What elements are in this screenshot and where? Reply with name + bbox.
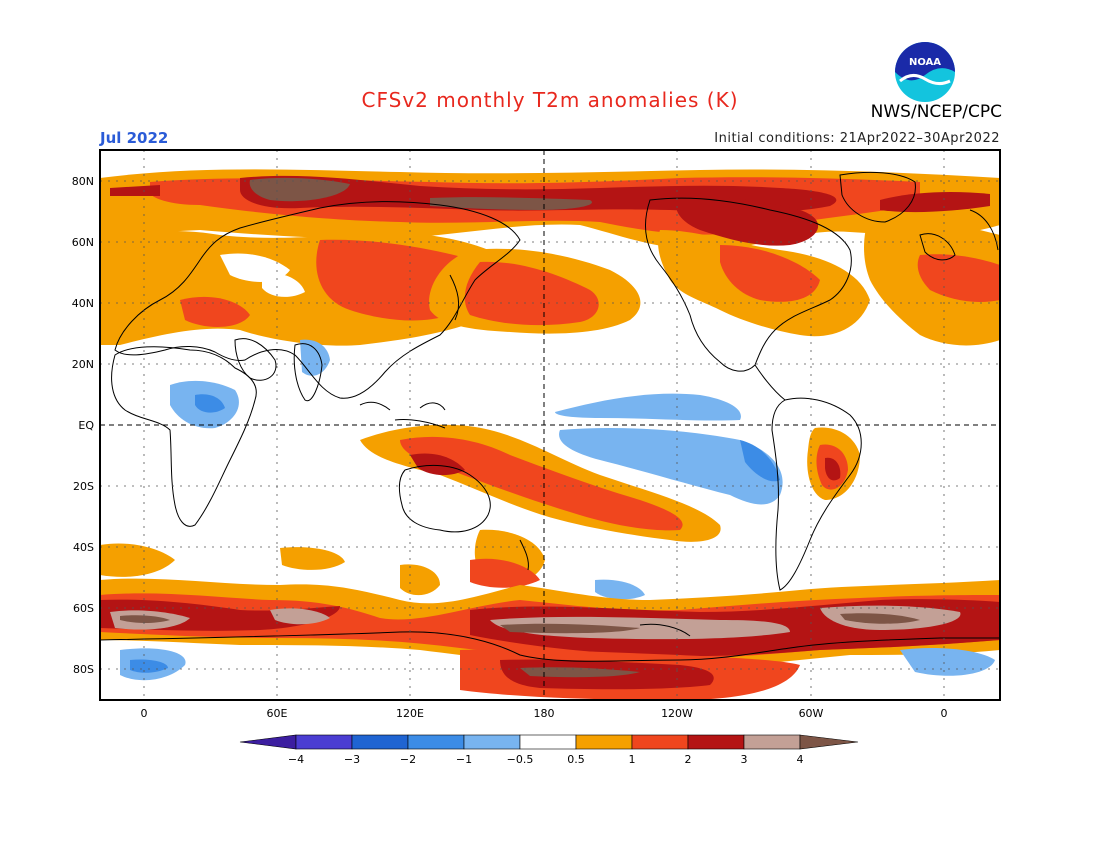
map-frame — [99, 149, 1001, 701]
colorbar-label: 4 — [797, 753, 804, 766]
lon-label: 60W — [799, 707, 824, 720]
colorbar-swatch — [351, 734, 409, 750]
colorbar-labels: −4 −3 −2 −1 −0.5 0.5 1 2 3 4 — [288, 753, 804, 766]
lon-label: 60E — [267, 707, 288, 720]
equator-dateline — [100, 150, 1000, 700]
latitude-axis: 80N 60N 40N 20N EQ 20S 40S 60S 80S — [72, 175, 95, 676]
lon-label: 0 — [941, 707, 948, 720]
lat-label: 40N — [72, 297, 94, 310]
lon-label: 120W — [661, 707, 693, 720]
colorbar-label: 1 — [629, 753, 636, 766]
logo-text: NOAA — [909, 57, 941, 68]
colorbar-swatch — [407, 734, 465, 750]
colorbar — [239, 734, 859, 750]
chart-title: CFSv2 monthly T2m anomalies (K) — [361, 88, 739, 112]
colorbar-label: 0.5 — [567, 753, 585, 766]
lon-label: 0 — [141, 707, 148, 720]
grid-lines — [100, 150, 1000, 700]
organization-label: NWS/NCEP/CPC — [870, 102, 1002, 122]
colorbar-label: 3 — [741, 753, 748, 766]
valid-month-label: Jul 2022 — [100, 129, 169, 147]
colorbar-arrow-left — [239, 734, 297, 750]
colorbar-swatch — [687, 734, 745, 750]
colorbar-swatch — [631, 734, 689, 750]
lon-label: 180 — [534, 707, 555, 720]
initial-conditions-label: Initial conditions: 21Apr2022–30Apr2022 — [714, 131, 1000, 146]
lat-label: 20S — [73, 480, 94, 493]
colorbar-swatch — [575, 734, 633, 750]
colorbar-swatch — [519, 734, 577, 750]
lat-label: EQ — [78, 419, 94, 432]
lat-label: 60S — [73, 602, 94, 615]
lat-label: 40S — [73, 541, 94, 554]
colorbar-label: −4 — [288, 753, 304, 766]
colorbar-swatch — [743, 734, 801, 750]
coastlines — [100, 171, 1000, 662]
colorbar-label: 2 — [685, 753, 692, 766]
colorbar-swatch — [295, 734, 353, 750]
longitude-axis: 0 60E 120E 180 120W 60W 0 — [141, 707, 948, 720]
lat-label: 80S — [73, 663, 94, 676]
colorbar-label: −3 — [344, 753, 360, 766]
lat-label: 20N — [72, 358, 94, 371]
noaa-logo-icon: NOAA — [895, 42, 955, 102]
lat-label: 60N — [72, 236, 94, 249]
lon-label: 120E — [396, 707, 424, 720]
colorbar-arrow-right — [799, 734, 859, 750]
colorbar-swatch — [463, 734, 521, 750]
colorbar-label: −0.5 — [507, 753, 534, 766]
colorbar-label: −2 — [400, 753, 416, 766]
colorbar-label: −1 — [456, 753, 472, 766]
lat-label: 80N — [72, 175, 94, 188]
